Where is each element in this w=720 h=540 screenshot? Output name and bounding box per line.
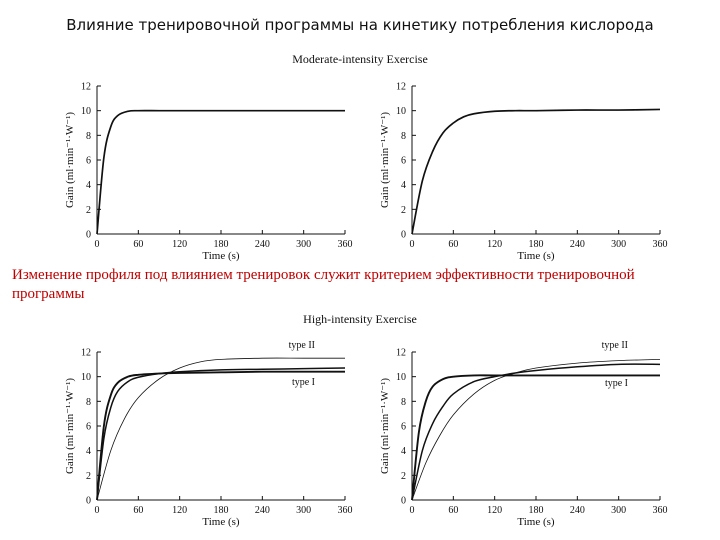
annotation-label: type I bbox=[605, 378, 628, 389]
x-tick-label: 360 bbox=[338, 239, 353, 250]
y-tick-label: 8 bbox=[401, 131, 406, 142]
series-line bbox=[96, 370, 345, 501]
x-tick-label: 180 bbox=[214, 505, 229, 516]
y-tick-label: 8 bbox=[401, 397, 406, 408]
x-tick-label: 0 bbox=[410, 505, 415, 516]
y-tick-label: 6 bbox=[86, 156, 91, 167]
y-tick-label: 4 bbox=[401, 180, 406, 191]
x-tick-label: 300 bbox=[296, 239, 311, 250]
series-line bbox=[411, 363, 661, 501]
y-axis-label: Gain (ml·min⁻¹·W⁻¹) bbox=[379, 378, 391, 474]
x-tick-label: 360 bbox=[338, 505, 353, 516]
series-line bbox=[411, 374, 660, 501]
slide-title: Влияние тренировочной программы на кинет… bbox=[66, 16, 654, 34]
x-tick-label: 120 bbox=[487, 239, 502, 250]
annotation-label: type II bbox=[289, 340, 315, 351]
y-tick-label: 6 bbox=[86, 422, 91, 433]
x-tick-label: 0 bbox=[95, 505, 100, 516]
y-tick-label: 4 bbox=[86, 446, 91, 457]
caption-text: Изменение профиля под влиянием тренирово… bbox=[12, 267, 635, 302]
annotation-label: type II bbox=[602, 340, 628, 351]
x-tick-label: 60 bbox=[448, 239, 458, 250]
y-tick-label: 8 bbox=[86, 397, 91, 408]
x-tick-label: 120 bbox=[487, 505, 502, 516]
y-axis-label: Gain (ml·min⁻¹·W⁻¹) bbox=[64, 378, 76, 474]
x-tick-label: 240 bbox=[255, 239, 270, 250]
y-tick-label: 10 bbox=[396, 106, 406, 117]
y-tick-label: 0 bbox=[86, 496, 91, 507]
y-tick-label: 0 bbox=[86, 230, 91, 241]
x-tick-label: 60 bbox=[133, 239, 143, 250]
x-tick-label: 180 bbox=[214, 239, 229, 250]
x-tick-label: 360 bbox=[653, 239, 668, 250]
y-tick-label: 10 bbox=[396, 372, 406, 383]
series-line bbox=[96, 109, 345, 235]
y-tick-label: 8 bbox=[86, 131, 91, 142]
y-tick-label: 4 bbox=[86, 180, 91, 191]
series-line bbox=[411, 359, 661, 501]
x-tick-label: 120 bbox=[172, 239, 187, 250]
series-line bbox=[96, 357, 345, 501]
x-tick-label: 360 bbox=[653, 505, 668, 516]
x-tick-label: 0 bbox=[95, 239, 100, 250]
series-line bbox=[411, 108, 661, 235]
x-tick-label: 120 bbox=[172, 505, 187, 516]
x-tick-label: 240 bbox=[255, 505, 270, 516]
y-tick-label: 4 bbox=[401, 446, 406, 457]
x-tick-label: 0 bbox=[410, 239, 415, 250]
x-axis-label: Time (s) bbox=[202, 516, 240, 528]
series-line bbox=[96, 367, 346, 501]
y-tick-label: 0 bbox=[401, 496, 406, 507]
y-tick-label: 2 bbox=[401, 205, 406, 216]
moderate-section-title: Moderate-intensity Exercise bbox=[292, 52, 428, 66]
x-axis-label: Time (s) bbox=[517, 516, 555, 528]
y-tick-label: 12 bbox=[396, 348, 406, 359]
high-section-title: High-intensity Exercise bbox=[303, 312, 417, 326]
x-tick-label: 240 bbox=[570, 239, 585, 250]
y-tick-label: 10 bbox=[81, 372, 91, 383]
x-tick-label: 300 bbox=[296, 505, 311, 516]
annotation-label: type I bbox=[292, 377, 315, 388]
y-tick-label: 0 bbox=[401, 230, 406, 241]
y-axis-label: Gain (ml·min⁻¹·W⁻¹) bbox=[64, 112, 76, 208]
x-axis-label: Time (s) bbox=[517, 250, 555, 262]
y-tick-label: 6 bbox=[401, 422, 406, 433]
y-tick-label: 10 bbox=[81, 106, 91, 117]
y-axis-label: Gain (ml·min⁻¹·W⁻¹) bbox=[379, 112, 391, 208]
x-tick-label: 300 bbox=[611, 505, 626, 516]
x-tick-label: 300 bbox=[611, 239, 626, 250]
x-axis-label: Time (s) bbox=[202, 250, 240, 262]
y-tick-label: 2 bbox=[86, 205, 91, 216]
x-tick-label: 60 bbox=[133, 505, 143, 516]
y-tick-label: 2 bbox=[86, 471, 91, 482]
y-tick-label: 12 bbox=[396, 82, 406, 93]
y-tick-label: 12 bbox=[81, 82, 91, 93]
x-tick-label: 240 bbox=[570, 505, 585, 516]
y-tick-label: 2 bbox=[401, 471, 406, 482]
x-tick-label: 60 bbox=[448, 505, 458, 516]
x-tick-label: 180 bbox=[529, 505, 544, 516]
y-tick-label: 6 bbox=[401, 156, 406, 167]
y-tick-label: 12 bbox=[81, 348, 91, 359]
x-tick-label: 180 bbox=[529, 239, 544, 250]
